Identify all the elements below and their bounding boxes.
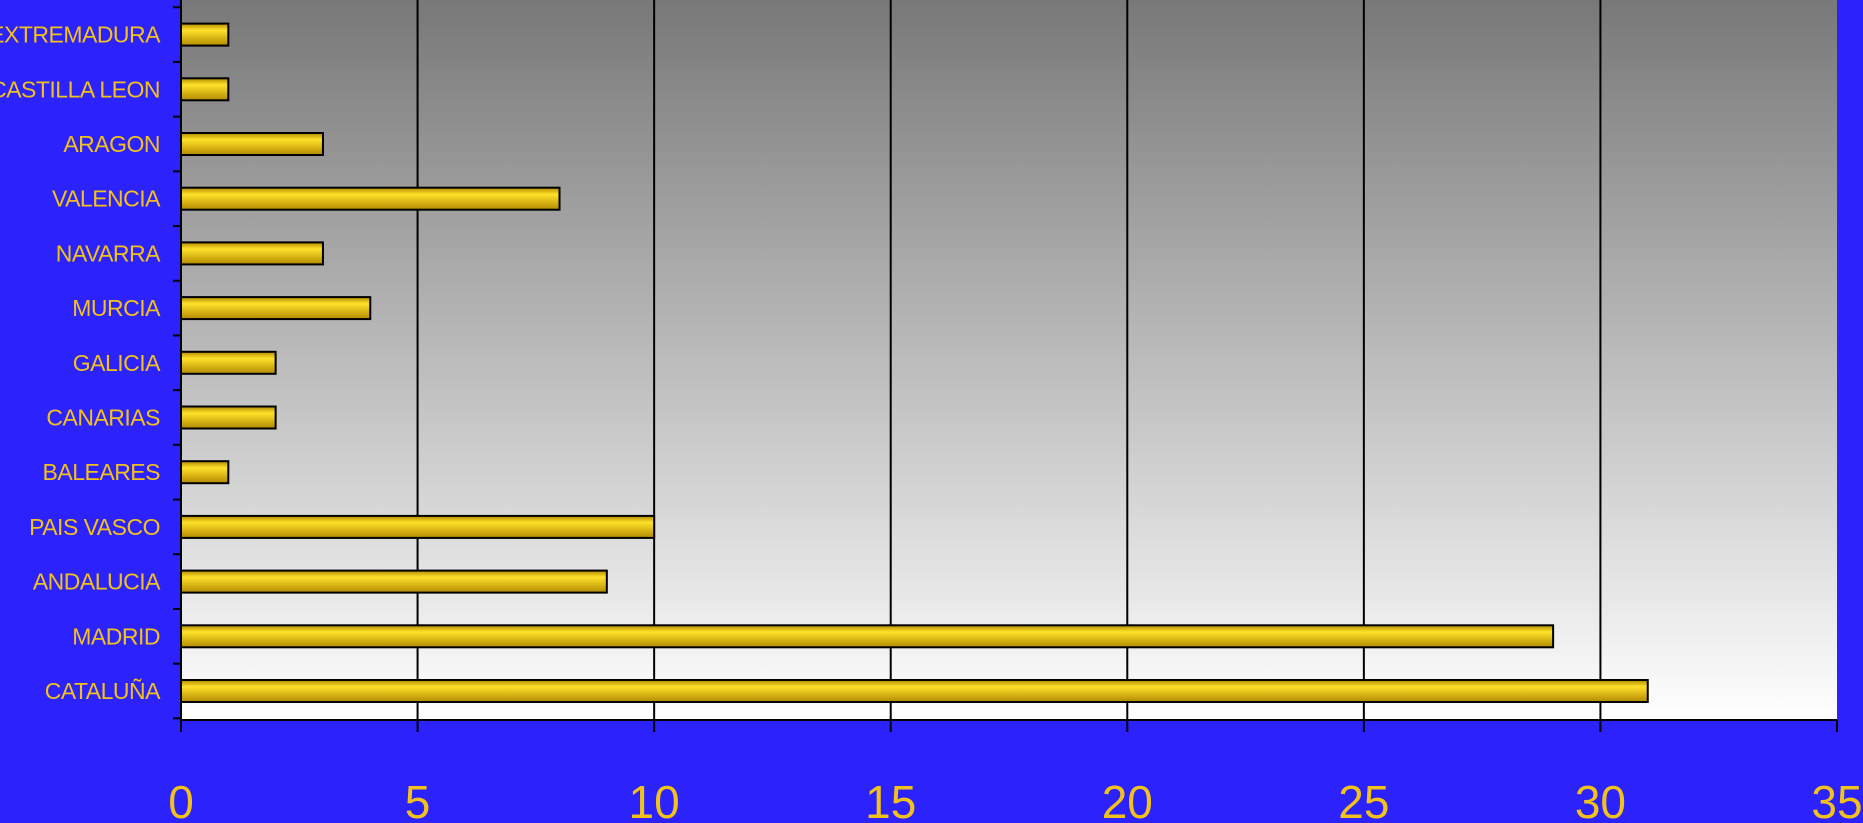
bar: [180, 350, 277, 375]
x-tick-label: 35: [1811, 776, 1862, 823]
category-labels: CATALUÑA MADRID ANDALUCIA PAIS VASCO BALEARE…: [0, 22, 162, 704]
x-tick-label: 15: [865, 776, 916, 823]
gridlines: [416, 0, 1602, 720]
x-tick-label: 30: [1575, 776, 1626, 823]
bar: [180, 460, 230, 485]
x-tick-label: 0: [168, 776, 194, 823]
category-label: MADRID: [72, 623, 160, 649]
axes: [173, 0, 1837, 732]
x-tick-label: 25: [1338, 776, 1389, 823]
category-label: CATALUÑA: [45, 678, 161, 704]
x-tick-label: 20: [1102, 776, 1153, 823]
bar: [180, 514, 656, 539]
x-tick-label: 5: [405, 776, 431, 823]
category-label: ANDALUCIA: [33, 569, 161, 595]
category-label: MURCIA: [72, 295, 161, 321]
bar: [180, 569, 608, 594]
category-label: NAVARRA: [56, 240, 161, 266]
bar: [180, 679, 1649, 703]
category-label: VALENCIA: [52, 186, 161, 212]
x-tick-labels: 0 5 10 15 20 25 30 35: [168, 720, 1863, 823]
bar: [180, 241, 324, 266]
category-label: PAIS VASCO: [29, 514, 160, 540]
x-tick-label: 10: [629, 776, 680, 823]
bar: [180, 22, 230, 47]
bar: [180, 405, 277, 430]
bar: [180, 296, 372, 321]
bar: [180, 624, 1555, 649]
plot-area: [181, 0, 1837, 720]
category-label: CASTILLA LEON: [0, 76, 160, 102]
category-label: ARAGON: [63, 131, 160, 157]
bar: [180, 77, 230, 102]
category-label: EXTREMADURA: [0, 22, 161, 48]
bar: [180, 186, 561, 211]
category-label: BALEARES: [43, 459, 161, 485]
category-label: CANARIAS: [46, 405, 160, 431]
bar: [180, 132, 324, 156]
category-label: GALICIA: [73, 350, 161, 376]
